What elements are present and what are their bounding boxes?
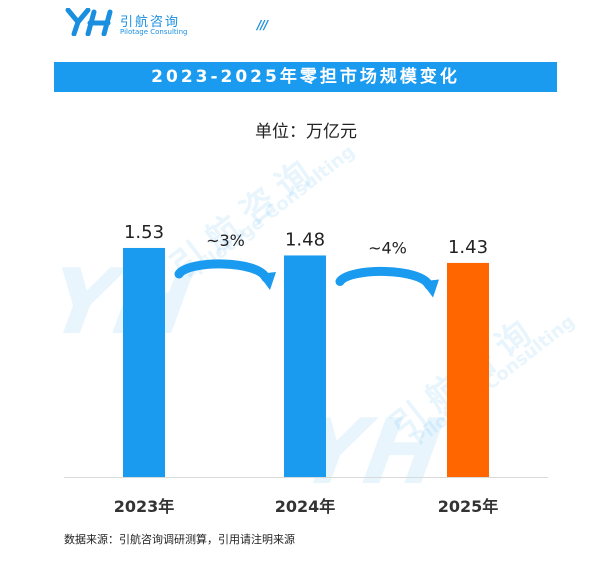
data-label-2: 1.48 [285, 229, 325, 250]
data-source-note: 数据来源：引航咨询调研测算，引用请注明来源 [64, 533, 295, 546]
change-annotation-1: ~3% [206, 231, 245, 250]
change-annotation-2: ~4% [368, 238, 407, 257]
chart-subtitle: 单位：万亿元 [255, 122, 357, 142]
decrease-arrowhead-1 [258, 271, 276, 290]
decrease-arrow-2 [335, 266, 434, 290]
yh-logo-icon [65, 8, 113, 36]
decrease-arrow-1 [174, 259, 271, 283]
data-label-1: 1.53 [124, 222, 164, 243]
logo-decoration: /// [257, 18, 268, 32]
bar-1 [123, 247, 165, 477]
data-label-3: 1.43 [448, 237, 488, 258]
x-tick-label-3: 2025年 [438, 497, 499, 516]
brand-logo: 引航咨询 Pilotage Consulting /// [64, 6, 268, 40]
logo-name-cn: 引航咨询 [120, 15, 181, 30]
decrease-arrowhead-2 [421, 279, 439, 298]
bar-3 [447, 262, 489, 477]
logo-name-en: Pilotage Consulting [120, 28, 188, 36]
chart-title: 2023-2025年零担市场规模变化 [54, 62, 557, 92]
bar-2 [284, 255, 326, 477]
x-tick-label-2: 2024年 [275, 497, 336, 516]
x-tick-label-1: 2023年 [114, 497, 175, 516]
